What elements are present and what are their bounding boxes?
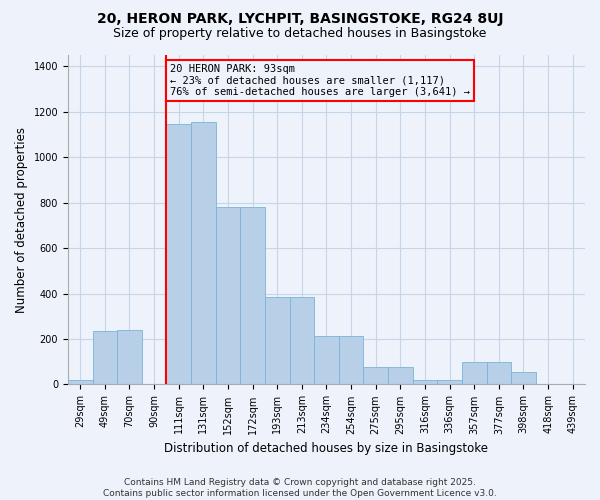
Bar xyxy=(240,207,265,384)
Bar xyxy=(117,330,142,384)
Y-axis label: Number of detached properties: Number of detached properties xyxy=(15,126,28,312)
Bar xyxy=(364,368,388,384)
Bar xyxy=(215,207,240,384)
Bar xyxy=(487,362,511,384)
Bar xyxy=(462,362,487,384)
Text: Size of property relative to detached houses in Basingstoke: Size of property relative to detached ho… xyxy=(113,28,487,40)
Bar xyxy=(314,336,339,384)
Bar xyxy=(413,380,437,384)
Bar xyxy=(290,297,314,384)
Text: 20 HERON PARK: 93sqm
← 23% of detached houses are smaller (1,117)
76% of semi-de: 20 HERON PARK: 93sqm ← 23% of detached h… xyxy=(170,64,470,98)
Bar xyxy=(511,372,536,384)
Bar xyxy=(339,336,364,384)
Bar xyxy=(388,368,413,384)
Text: Contains HM Land Registry data © Crown copyright and database right 2025.
Contai: Contains HM Land Registry data © Crown c… xyxy=(103,478,497,498)
Bar xyxy=(265,297,290,384)
X-axis label: Distribution of detached houses by size in Basingstoke: Distribution of detached houses by size … xyxy=(164,442,488,455)
Text: 20, HERON PARK, LYCHPIT, BASINGSTOKE, RG24 8UJ: 20, HERON PARK, LYCHPIT, BASINGSTOKE, RG… xyxy=(97,12,503,26)
Bar xyxy=(92,331,117,384)
Bar xyxy=(191,122,215,384)
Bar xyxy=(437,380,462,384)
Bar xyxy=(166,124,191,384)
Bar xyxy=(68,380,92,384)
